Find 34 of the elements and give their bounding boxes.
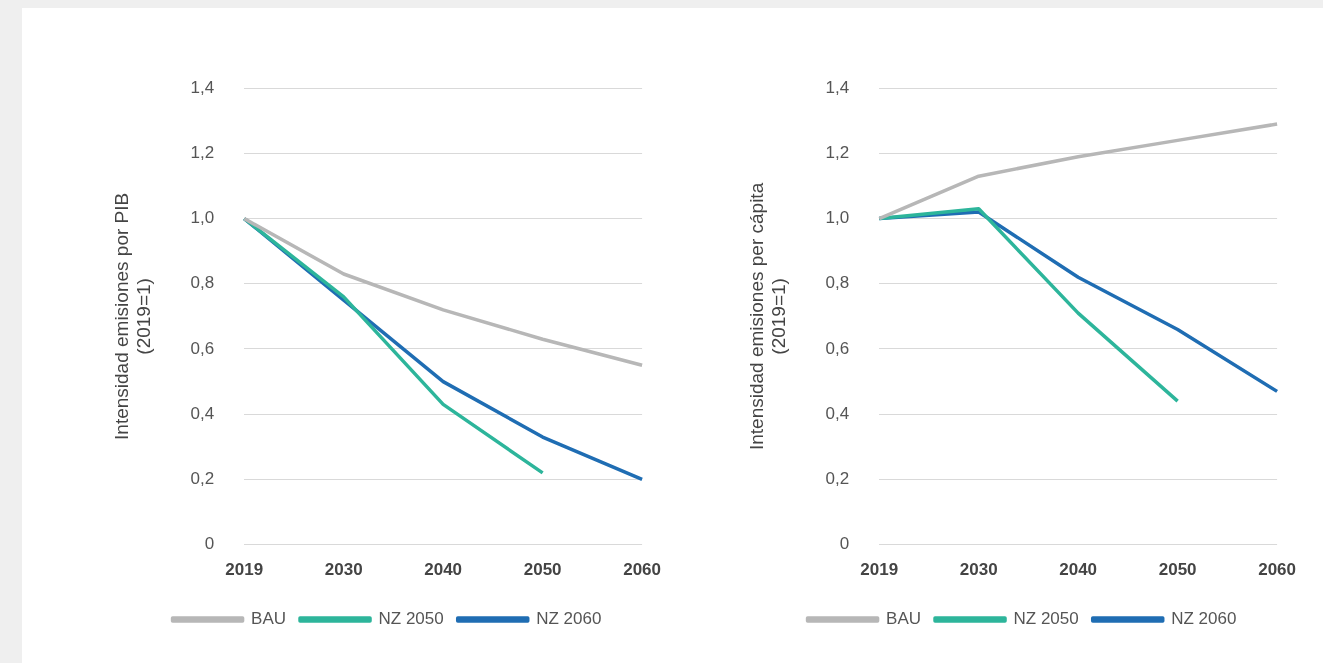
x-tick-label: 2040: [1059, 560, 1098, 580]
x-tick-label: 2060: [623, 560, 661, 580]
x-tick-label: 2050: [523, 560, 562, 580]
x-tick-label: 2040: [424, 560, 463, 580]
y-tick-label: 0,4: [825, 403, 850, 423]
x-tick-label: 2030: [959, 560, 998, 580]
x-tick-label: 2019: [225, 560, 264, 580]
x-tick-label: 2019: [860, 560, 899, 580]
legend-label: BAU: [886, 609, 922, 629]
y-tick-label: 1,2: [825, 143, 850, 163]
legend-label: NZ 2060: [536, 609, 602, 629]
x-tick-label: 2030: [324, 560, 363, 580]
y-tick-label: 1,4: [190, 77, 215, 97]
y-tick-label: 0,8: [825, 273, 850, 293]
y-tick-label: 0,6: [825, 338, 850, 358]
y-axis-title: Intensidad emisiones por PIB (2019=1): [110, 192, 155, 440]
y-axis-title: Intensidad emisiones per cápita (2019=1): [745, 182, 790, 451]
y-tick-label: 0,6: [190, 338, 215, 358]
y-tick-label: 0,4: [190, 403, 215, 423]
legend-label: NZ 2060: [1171, 609, 1237, 629]
y-tick-label: 1,0: [825, 208, 850, 228]
y-tick-label: 0,2: [190, 469, 215, 489]
x-tick-label: 2060: [1258, 560, 1296, 580]
y-tick-label: 0: [204, 534, 215, 554]
y-tick-label: 1,2: [190, 143, 215, 163]
y-tick-label: 0,8: [190, 273, 215, 293]
x-tick-label: 2050: [1158, 560, 1197, 580]
y-tick-label: 0: [839, 534, 850, 554]
y-tick-label: 0,2: [825, 469, 850, 489]
y-tick-label: 1,0: [190, 208, 215, 228]
legend-label: NZ 2050: [1013, 609, 1079, 629]
y-tick-label: 1,4: [825, 77, 850, 97]
legend-label: NZ 2050: [378, 609, 444, 629]
legend-label: BAU: [251, 609, 287, 629]
